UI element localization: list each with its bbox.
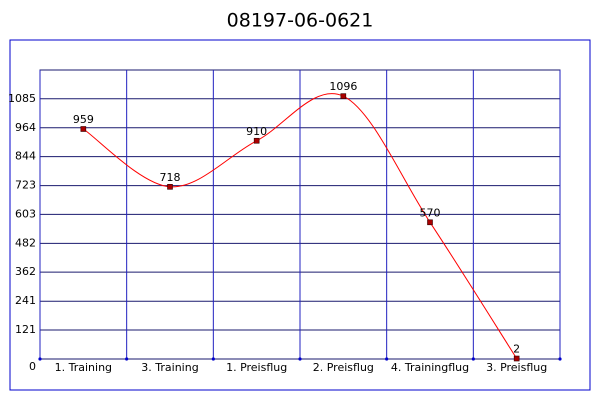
y-tick-label: 482 xyxy=(15,236,36,249)
y-tick-label: 964 xyxy=(15,121,36,134)
value-label: 2 xyxy=(513,343,520,356)
axis-dot xyxy=(471,357,475,361)
x-tick-label: 3. Training xyxy=(141,361,198,374)
value-label: 1096 xyxy=(329,80,357,93)
y-tick-label: 241 xyxy=(15,294,36,307)
point-marker xyxy=(253,137,260,144)
value-label: 570 xyxy=(420,206,441,219)
series-line xyxy=(83,93,518,359)
axis-dot xyxy=(298,357,302,361)
point-marker xyxy=(427,219,433,226)
axis-dot xyxy=(211,357,215,361)
value-label: 718 xyxy=(160,171,181,184)
point-marker xyxy=(167,183,173,190)
chart-frame xyxy=(9,39,591,391)
y-tick-label: 362 xyxy=(15,265,36,278)
axis-dot xyxy=(558,357,562,361)
point-marker xyxy=(340,93,347,99)
point-marker xyxy=(80,126,87,132)
axis-dot xyxy=(385,357,389,361)
value-label: 959 xyxy=(73,113,94,126)
y-tick-label: 0 xyxy=(29,360,36,373)
value-label: 910 xyxy=(246,125,267,138)
y-tick-label: 121 xyxy=(15,323,36,336)
x-tick-label: 1. Training xyxy=(55,361,112,374)
axis-dot xyxy=(125,357,129,361)
point-marker xyxy=(513,355,520,362)
y-tick-label: 1085 xyxy=(8,92,36,105)
x-tick-label: 1. Preisflug xyxy=(226,361,287,374)
x-tick-label: 2. Preisflug xyxy=(313,361,374,374)
y-tick-label: 844 xyxy=(15,150,36,163)
chart-title: 08197-06-0621 xyxy=(227,10,374,32)
x-tick-label: 3. Preisflug xyxy=(486,361,547,374)
x-tick-label: 4. Trainingflug xyxy=(391,361,469,374)
axis-dot xyxy=(38,357,42,361)
y-tick-label: 603 xyxy=(15,207,36,220)
y-tick-label: 723 xyxy=(15,179,36,192)
